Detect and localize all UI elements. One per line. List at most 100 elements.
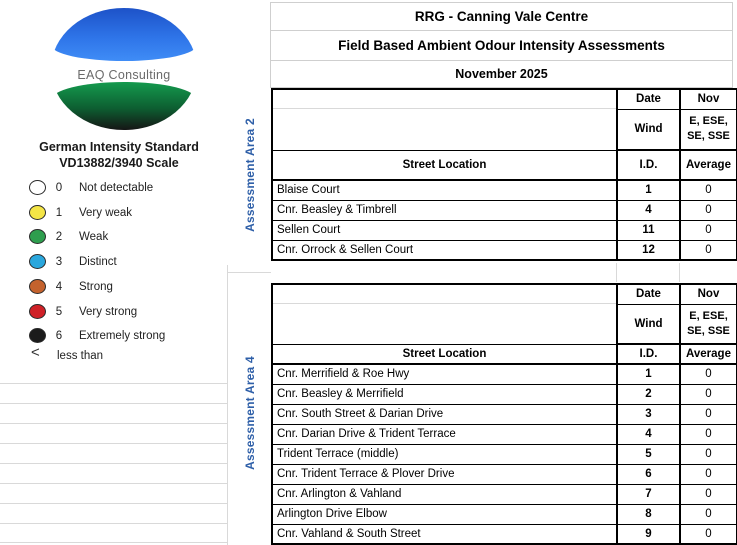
- logo-text: EAQ Consulting: [77, 68, 171, 82]
- intensity-label: Weak: [79, 231, 109, 244]
- street-location-cell: Cnr. Arlington & Vahland: [272, 483, 617, 505]
- legend-item: 4 Strong: [0, 278, 250, 296]
- street-row: Cnr. South Street & Darian Drive 3 0: [272, 403, 737, 425]
- area-label-column-4: Assessment Area 4: [232, 283, 268, 543]
- intensity-value: 1: [55, 206, 63, 219]
- eaq-consulting-logo: EAQ Consulting: [51, 8, 197, 130]
- average-cell: 0: [679, 363, 737, 385]
- id-cell: 8: [616, 503, 680, 525]
- area-label-column-2: Assessment Area 2: [232, 88, 268, 262]
- street-row: Cnr. Orrock & Sellen Court 12 0: [272, 239, 737, 261]
- report-period: November 2025: [455, 67, 548, 81]
- id-cell: 12: [616, 239, 680, 261]
- date-row: Date Nov: [272, 283, 737, 345]
- intensity-label: Extremely strong: [79, 330, 166, 343]
- average-cell: 0: [679, 179, 737, 201]
- less-than-symbol: <: [31, 344, 40, 361]
- id-cell: 2: [616, 383, 680, 405]
- street-location-cell: Arlington Drive Elbow: [272, 503, 617, 525]
- id-header: I.D.: [616, 149, 680, 181]
- logo-globe-top-icon: [51, 8, 197, 61]
- intensity-value: 5: [55, 305, 63, 318]
- intensity-circle-icon: [29, 254, 46, 270]
- gridline: [0, 503, 227, 504]
- gridline: [679, 263, 680, 282]
- intensity-label: Very weak: [79, 206, 133, 219]
- average-cell: 0: [679, 199, 737, 221]
- gridline: [0, 463, 227, 464]
- column-header-row: Street Location I.D. Average: [272, 149, 737, 181]
- wind-header-cell: Wind: [616, 303, 680, 345]
- average-header: Average: [679, 149, 737, 181]
- street-location-header: Street Location: [272, 149, 617, 181]
- street-row: Cnr. Beasley & Merrifield 2 0: [272, 383, 737, 405]
- column-header-row: Street Location I.D. Average: [272, 343, 737, 365]
- street-row: Blaise Court 1 0: [272, 179, 737, 201]
- gridline: [0, 403, 227, 404]
- report-subtitle: Field Based Ambient Odour Intensity Asse…: [271, 31, 732, 61]
- average-cell: 0: [679, 219, 737, 241]
- gridline: [0, 423, 227, 424]
- wind-row: Wind E, ESE, SE, SSE: [272, 303, 737, 345]
- id-cell: 1: [616, 363, 680, 385]
- intensity-value: 6: [55, 330, 63, 343]
- average-cell: 0: [679, 523, 737, 545]
- intensity-circle-icon: [29, 180, 46, 195]
- street-row: Cnr. Merrifield & Roe Hwy 1 0: [272, 363, 737, 385]
- street-row: Cnr. Vahland & South Street 9 0: [272, 523, 737, 545]
- street-location-cell: Cnr. Beasley & Merrifield: [272, 383, 617, 405]
- street-location-cell: Trident Terrace (middle): [272, 443, 617, 465]
- date-row: Date Nov: [272, 88, 737, 151]
- legend-item: 2 Weak: [0, 228, 250, 246]
- street-location-cell: Cnr. South Street & Darian Drive: [272, 403, 617, 425]
- intensity-label: Strong: [79, 280, 113, 293]
- standard-title-line2: VD13882/3940 Scale: [59, 156, 179, 170]
- gridline: [0, 443, 227, 444]
- street-row: Cnr. Arlington & Vahland 7 0: [272, 483, 737, 505]
- street-row: Arlington Drive Elbow 8 0: [272, 503, 737, 525]
- month-value-cell: Nov: [679, 283, 737, 305]
- wind-row: Wind E, ESE, SE, SSE: [272, 108, 737, 151]
- intensity-circle-icon: [29, 278, 46, 294]
- id-cell: 9: [616, 523, 680, 545]
- street-row: Cnr. Beasley & Timbrell 4 0: [272, 199, 737, 221]
- street-location-header: Street Location: [272, 343, 617, 365]
- id-cell: 4: [616, 199, 680, 221]
- intensity-label: Not detectable: [79, 182, 154, 194]
- average-header: Average: [679, 343, 737, 365]
- assessment-area-4-table: Date Nov Wind E, ESE, SE, SSE Street Loc…: [271, 283, 737, 545]
- average-cell: 0: [679, 463, 737, 485]
- average-cell: 0: [679, 503, 737, 525]
- legend-panel: EAQ Consulting German Intensity Standard…: [0, 0, 270, 545]
- assessment-area-2-table: Date Nov Wind E, ESE, SE, SSE Street Loc…: [271, 88, 737, 261]
- street-location-cell: Cnr. Orrock & Sellen Court: [272, 239, 617, 261]
- intensity-circle-icon: [29, 328, 46, 344]
- legend-item: 6 Extremely strong: [0, 327, 250, 345]
- street-location-cell: Blaise Court: [272, 179, 617, 201]
- report-title: RRG - Canning Vale Centre: [271, 3, 732, 31]
- average-cell: 0: [679, 403, 737, 425]
- average-cell: 0: [679, 383, 737, 405]
- street-location-cell: Cnr. Trident Terrace & Plover Drive: [272, 463, 617, 485]
- standard-title-line1: German Intensity Standard: [39, 140, 199, 154]
- legend-item: 5 Very strong: [0, 303, 250, 321]
- id-cell: 7: [616, 483, 680, 505]
- wind-directions-cell: E, ESE, SE, SSE: [679, 303, 737, 345]
- street-location-cell: Sellen Court: [272, 219, 617, 241]
- legend-item: 3 Distinct: [0, 253, 250, 271]
- intensity-value: 3: [55, 256, 63, 269]
- date-header-cell: Date: [616, 283, 680, 305]
- gridline: [0, 483, 227, 484]
- street-row: Sellen Court 11 0: [272, 219, 737, 241]
- less-than-label: less than: [57, 350, 104, 362]
- street-row: Cnr. Trident Terrace & Plover Drive 6 0: [272, 463, 737, 485]
- month-value-cell: Nov: [679, 88, 737, 110]
- id-header: I.D.: [616, 343, 680, 365]
- report-header: RRG - Canning Vale Centre Field Based Am…: [270, 2, 733, 88]
- gridline: [227, 272, 271, 273]
- wind-directions-cell: E, ESE, SE, SSE: [679, 108, 737, 151]
- id-cell: 1: [616, 179, 680, 201]
- gridline: [616, 263, 617, 282]
- logo-globe-bottom-icon: [51, 82, 197, 130]
